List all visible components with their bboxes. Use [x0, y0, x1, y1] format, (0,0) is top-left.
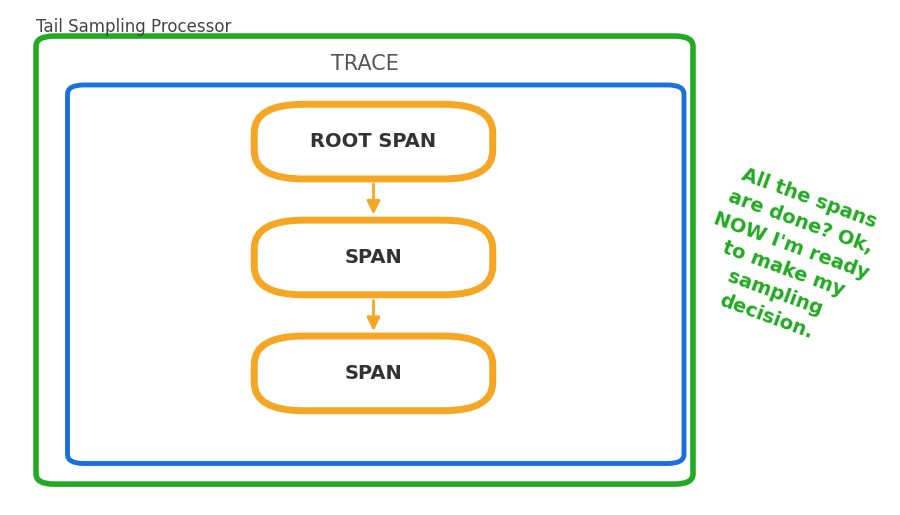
FancyBboxPatch shape	[68, 85, 684, 464]
FancyBboxPatch shape	[254, 105, 493, 179]
FancyBboxPatch shape	[254, 220, 493, 295]
Text: All the spans
are done? Ok,
NOW I'm ready
to make my
sampling
decision.: All the spans are done? Ok, NOW I'm read…	[686, 162, 889, 353]
Text: ROOT SPAN: ROOT SPAN	[310, 132, 436, 151]
FancyBboxPatch shape	[36, 36, 693, 484]
Text: SPAN: SPAN	[345, 364, 402, 383]
Text: Tail Sampling Processor: Tail Sampling Processor	[36, 18, 231, 36]
FancyBboxPatch shape	[254, 336, 493, 411]
Text: SPAN: SPAN	[345, 248, 402, 267]
Text: TRACE: TRACE	[330, 55, 399, 74]
